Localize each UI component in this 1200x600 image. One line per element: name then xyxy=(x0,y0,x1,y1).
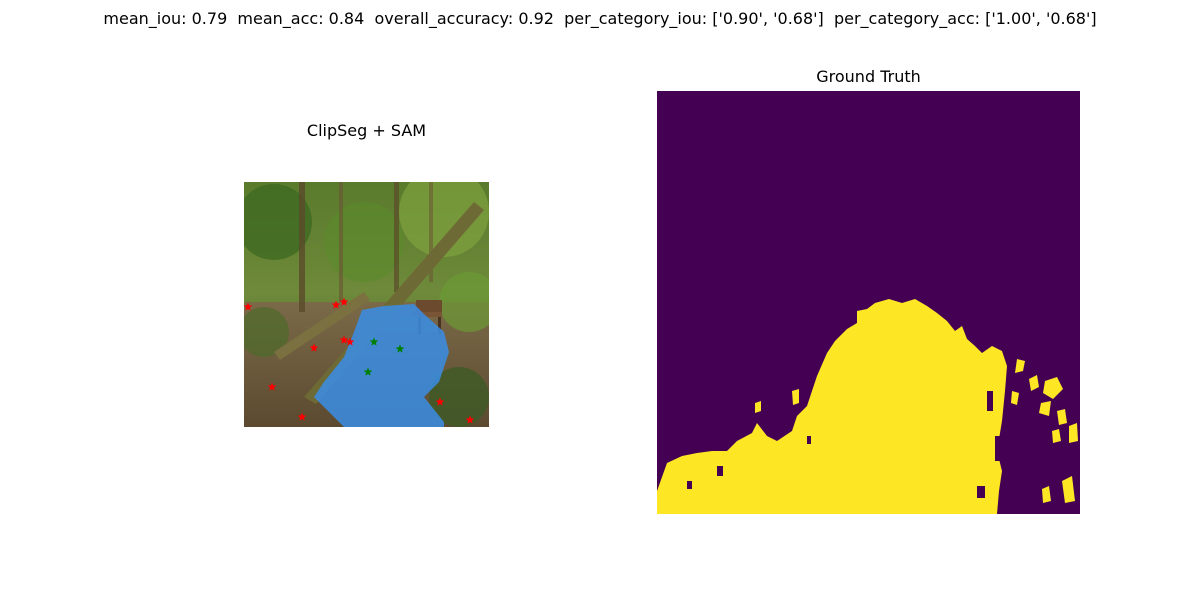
negative-point-marker xyxy=(465,415,475,424)
negative-point-marker xyxy=(309,343,319,352)
right-panel-title: Ground Truth xyxy=(816,67,921,86)
negative-point-marker xyxy=(435,397,445,406)
left-panel-title: ClipSeg + SAM xyxy=(306,121,427,140)
positive-point-marker xyxy=(395,344,405,353)
gt-foreground-region xyxy=(657,299,1007,514)
negative-point-marker xyxy=(339,335,349,344)
negative-point-marker xyxy=(331,300,341,309)
positive-point-marker xyxy=(363,367,373,376)
figure-suptitle: mean_iou: 0.79 mean_acc: 0.84 overall_ac… xyxy=(103,9,1097,28)
positive-point-marker xyxy=(369,337,379,346)
ground-truth-mask-image xyxy=(657,91,1080,514)
negative-point-marker xyxy=(345,337,355,346)
negative-point-marker xyxy=(267,382,277,391)
negative-point-marker xyxy=(339,297,349,306)
predicted-mask-overlay xyxy=(314,304,449,427)
negative-point-marker xyxy=(297,412,307,421)
clipseg-sam-prediction-image xyxy=(244,182,489,427)
negative-point-marker xyxy=(244,302,253,311)
